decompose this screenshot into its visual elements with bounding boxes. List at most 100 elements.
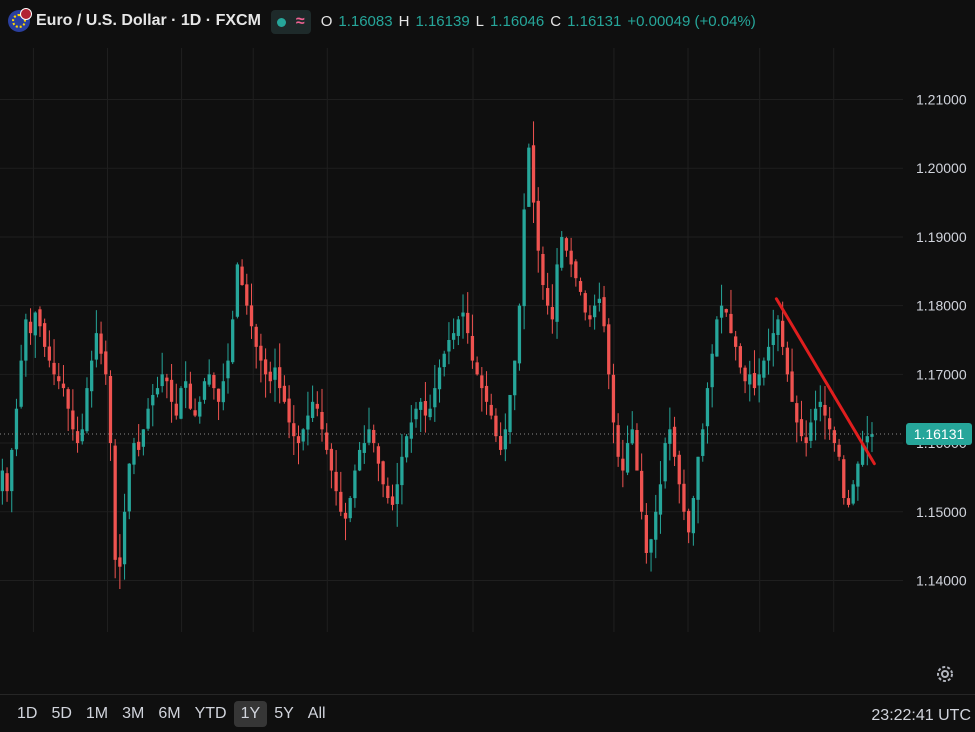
candle-body (701, 429, 705, 456)
open-value: 1.16083 (338, 13, 393, 30)
candle-body (198, 401, 202, 417)
candle-body (38, 309, 42, 327)
candle-body (165, 377, 169, 382)
candle-body (400, 456, 404, 486)
candle-body (184, 381, 188, 388)
candle-body (404, 436, 409, 458)
candle-body (630, 429, 634, 444)
candle-body (635, 430, 639, 471)
candle-body (249, 305, 254, 327)
candle-body (470, 335, 475, 361)
candle-body (339, 491, 343, 512)
high-label: H (398, 13, 410, 30)
candle-body (790, 371, 794, 402)
candle-body (560, 236, 564, 268)
candle-body (719, 305, 724, 318)
candle-body (484, 385, 489, 402)
candle-body (348, 498, 352, 519)
range-all[interactable]: All (307, 704, 326, 722)
candle-body (748, 374, 752, 385)
last-price-label: 1.16131 (914, 426, 965, 442)
candle-body (419, 401, 423, 410)
candle-body (146, 408, 150, 429)
gear-icon[interactable] (934, 663, 956, 685)
candle-body (367, 429, 371, 443)
candle-body (423, 401, 428, 416)
y-tick-label: 1.15000 (916, 504, 967, 520)
candle-body (710, 353, 714, 388)
wave-icon[interactable]: ≈ (295, 13, 305, 30)
candle-body (315, 403, 319, 409)
range-3m[interactable]: 3M (122, 704, 145, 722)
candle-body (19, 360, 23, 407)
candle-body (132, 443, 136, 465)
candle-body (644, 515, 648, 553)
candle-body (0, 470, 4, 492)
range-5y[interactable]: 5Y (274, 704, 294, 722)
candle-body (254, 326, 258, 347)
candle-body (193, 410, 197, 416)
candle-body (94, 333, 99, 360)
candle-body (433, 388, 437, 408)
candle-body (799, 419, 804, 437)
candle-body (550, 307, 554, 320)
candle-body (795, 403, 799, 423)
range-1d[interactable]: 1D (17, 704, 38, 722)
candle-body (682, 483, 686, 512)
candle-body (278, 367, 282, 389)
candle-body (245, 284, 249, 306)
candle-body (508, 394, 512, 433)
candle-body (574, 261, 578, 279)
candle-body (522, 209, 526, 307)
candle-body (216, 388, 221, 402)
candle-body (5, 473, 9, 492)
candle-body (517, 305, 522, 364)
candle-body (386, 485, 390, 499)
range-1m[interactable]: 1M (85, 704, 109, 722)
candle-body (104, 351, 108, 375)
candle-body (851, 484, 855, 504)
candle-body (564, 238, 569, 251)
candle-body (856, 463, 860, 487)
candle-body (715, 319, 719, 357)
symbol-title[interactable]: Euro / U.S. Dollar · 1D · FXCM (36, 12, 261, 29)
candle-body (625, 443, 630, 473)
candle-body (687, 510, 691, 533)
ohlc-readout: O 1.16083 H 1.16139 L 1.16046 C 1.16131 +0.0… (321, 13, 756, 30)
candle-body (588, 315, 592, 320)
candle-body (691, 498, 696, 534)
candle-body (179, 388, 183, 419)
candle-body (273, 367, 277, 380)
candle-body (776, 319, 780, 335)
candle-body (343, 512, 348, 519)
candle-body (865, 436, 869, 443)
candle-body (409, 422, 413, 439)
candle-body (640, 470, 644, 512)
candle-body (743, 367, 747, 382)
close-label: C (550, 13, 562, 30)
candle-body (57, 376, 61, 382)
utc-clock[interactable]: 23:22:41 UTC (871, 707, 971, 724)
candle-body (503, 429, 507, 450)
candle-body (823, 404, 827, 416)
candle-body (437, 367, 442, 390)
bottom-toolbar: 1D 5D 1M 3M 6M YTD 1Y 5Y All 23:22:41 UT… (0, 694, 975, 732)
candle-body (310, 401, 315, 418)
range-6m[interactable]: 6M (158, 704, 181, 722)
candle-body (451, 333, 456, 340)
candle-body (259, 345, 263, 361)
candle-body (14, 408, 19, 450)
price-chart[interactable]: 1.210001.200001.190001.180001.170001.160… (0, 48, 975, 658)
candle-body (85, 388, 89, 432)
candle-body (80, 429, 84, 442)
candle-body (766, 346, 771, 361)
indicator-pill[interactable]: ≈ (270, 10, 311, 34)
range-5d[interactable]: 5D (51, 704, 72, 722)
candle-body (43, 323, 47, 347)
candle-body (381, 461, 385, 485)
candle-body (813, 408, 818, 421)
range-ytd[interactable]: YTD (194, 704, 227, 722)
candle-body (781, 320, 785, 347)
range-1y[interactable]: 1Y (233, 700, 268, 727)
candle-body (240, 266, 244, 286)
